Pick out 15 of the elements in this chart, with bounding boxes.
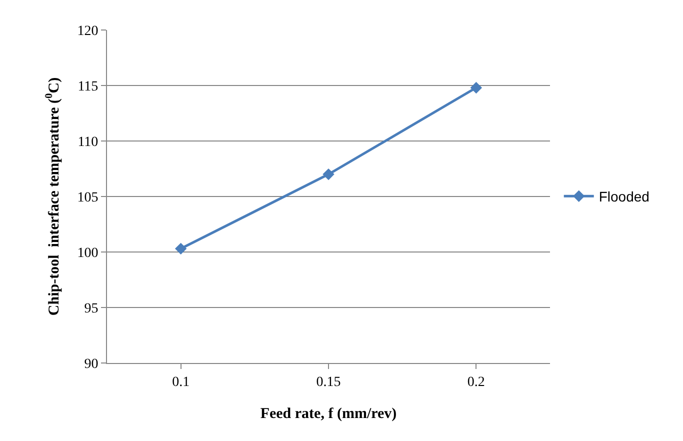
- legend-label: Flooded: [598, 188, 650, 205]
- point: [470, 82, 482, 94]
- y-tick-label: 120: [77, 24, 98, 39]
- y-tick-label: 95: [84, 301, 98, 316]
- y-tick-label: 100: [77, 246, 98, 261]
- x-tick-label: 0.2: [467, 374, 485, 390]
- y-tick-label: 115: [78, 79, 98, 94]
- point: [174, 242, 187, 255]
- y-tick-label: 90: [84, 356, 98, 372]
- x-tick-label: 0.15: [316, 374, 341, 390]
- point: [322, 168, 334, 180]
- x-axis-title: Feed rate, f (mm/rev): [260, 406, 397, 422]
- y-tick-label: 105: [77, 190, 98, 206]
- x-tick-label: 0.1: [172, 374, 190, 390]
- y-tick-label: 110: [78, 134, 98, 150]
